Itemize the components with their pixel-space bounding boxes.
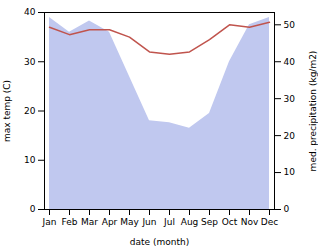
- svg-text:20: 20: [24, 106, 36, 116]
- svg-text:50: 50: [284, 20, 296, 30]
- svg-text:10: 10: [284, 167, 296, 177]
- svg-text:Apr: Apr: [102, 217, 118, 227]
- svg-text:30: 30: [284, 94, 296, 104]
- svg-text:Jun: Jun: [141, 217, 156, 227]
- svg-text:40: 40: [284, 57, 296, 67]
- svg-text:Dec: Dec: [261, 217, 278, 227]
- svg-text:20: 20: [284, 131, 296, 141]
- svg-text:Jan: Jan: [42, 217, 57, 227]
- svg-text:May: May: [120, 217, 139, 227]
- svg-text:Sep: Sep: [201, 217, 218, 227]
- svg-text:10: 10: [24, 155, 36, 165]
- svg-text:date (month): date (month): [130, 237, 189, 247]
- svg-text:Jul: Jul: [163, 217, 175, 227]
- svg-text:max temp (C): max temp (C): [2, 80, 12, 142]
- svg-text:Oct: Oct: [222, 217, 238, 227]
- svg-text:Nov: Nov: [241, 217, 259, 227]
- svg-text:Mar: Mar: [81, 217, 98, 227]
- svg-text:40: 40: [24, 7, 36, 17]
- svg-text:0: 0: [30, 204, 36, 214]
- svg-text:Feb: Feb: [62, 217, 78, 227]
- svg-text:Aug: Aug: [181, 217, 199, 227]
- svg-text:med. precipitation (kg/m2): med. precipitation (kg/m2): [308, 51, 318, 172]
- svg-text:0: 0: [284, 204, 290, 214]
- svg-text:30: 30: [24, 57, 36, 67]
